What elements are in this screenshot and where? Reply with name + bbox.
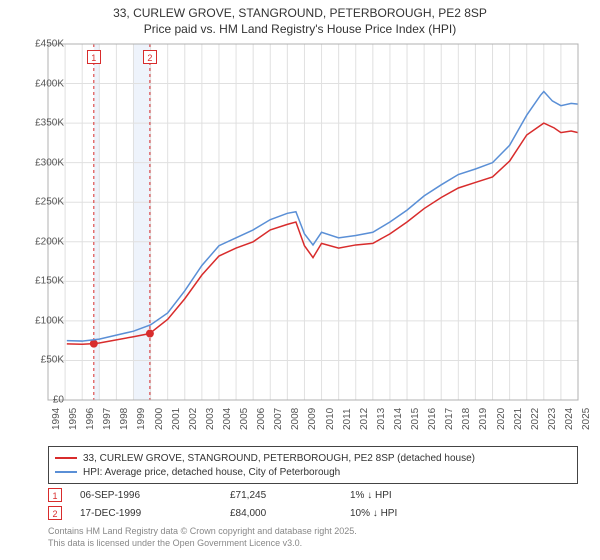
x-tick-label: 2008: [290, 408, 301, 430]
chart-title-line2: Price paid vs. HM Land Registry's House …: [0, 20, 600, 40]
x-tick-label: 2010: [325, 408, 336, 430]
footer-attribution: Contains HM Land Registry data © Crown c…: [48, 526, 578, 549]
sales-delta-2: 10% ↓ HPI: [350, 508, 470, 519]
x-tick-label: 2006: [256, 408, 267, 430]
x-tick-label: 2012: [359, 408, 370, 430]
sale-marker-box-1: 1: [87, 50, 101, 64]
footer-line2: This data is licensed under the Open Gov…: [48, 538, 578, 550]
sales-row-2: 2 17-DEC-1999 £84,000 10% ↓ HPI: [48, 504, 578, 522]
x-tick-label: 1999: [136, 408, 147, 430]
sale-marker-box-2: 2: [143, 50, 157, 64]
x-tick-label: 2021: [513, 408, 524, 430]
y-tick-label: £400K: [4, 78, 64, 89]
y-tick-label: £300K: [4, 157, 64, 168]
y-tick-label: £450K: [4, 39, 64, 50]
y-tick-label: £250K: [4, 197, 64, 208]
x-tick-label: 2004: [222, 408, 233, 430]
x-tick-label: 2020: [496, 408, 507, 430]
sales-date-2: 17-DEC-1999: [80, 508, 230, 519]
y-tick-label: £0: [4, 395, 64, 406]
x-tick-label: 2009: [307, 408, 318, 430]
sales-date-1: 06-SEP-1996: [80, 490, 230, 501]
x-tick-label: 2005: [239, 408, 250, 430]
legend-label-1: 33, CURLEW GROVE, STANGROUND, PETERBOROU…: [83, 453, 475, 464]
sales-marker-2: 2: [48, 506, 62, 520]
legend-swatch-1: [55, 457, 77, 459]
x-tick-label: 1996: [85, 408, 96, 430]
y-tick-label: £50K: [4, 355, 64, 366]
x-tick-label: 2017: [444, 408, 455, 430]
y-tick-label: £200K: [4, 236, 64, 247]
x-tick-label: 2014: [393, 408, 404, 430]
x-tick-label: 2024: [564, 408, 575, 430]
sales-price-2: £84,000: [230, 508, 350, 519]
legend-row-2: HPI: Average price, detached house, City…: [55, 465, 571, 479]
x-tick-label: 1995: [68, 408, 79, 430]
x-tick-label: 2018: [461, 408, 472, 430]
y-tick-label: £350K: [4, 118, 64, 129]
plot-area: [48, 44, 578, 400]
x-tick-label: 2022: [530, 408, 541, 430]
sales-delta-1: 1% ↓ HPI: [350, 490, 470, 501]
x-tick-label: 2003: [205, 408, 216, 430]
legend-label-2: HPI: Average price, detached house, City…: [83, 467, 340, 478]
x-tick-label: 1994: [51, 408, 62, 430]
sales-price-1: £71,245: [230, 490, 350, 501]
legend-row-1: 33, CURLEW GROVE, STANGROUND, PETERBOROU…: [55, 451, 571, 465]
x-tick-label: 2015: [410, 408, 421, 430]
x-tick-label: 2016: [427, 408, 438, 430]
x-tick-label: 2011: [342, 408, 353, 430]
y-tick-label: £100K: [4, 315, 64, 326]
chart-svg: [48, 44, 578, 400]
sales-marker-1: 1: [48, 488, 62, 502]
footer-line1: Contains HM Land Registry data © Crown c…: [48, 526, 578, 538]
x-tick-label: 1998: [119, 408, 130, 430]
x-tick-label: 2023: [547, 408, 558, 430]
x-tick-label: 2000: [154, 408, 165, 430]
x-tick-label: 2001: [171, 408, 182, 430]
legend-box: 33, CURLEW GROVE, STANGROUND, PETERBOROU…: [48, 446, 578, 484]
y-tick-label: £150K: [4, 276, 64, 287]
chart-container: 33, CURLEW GROVE, STANGROUND, PETERBOROU…: [0, 0, 600, 560]
x-tick-label: 1997: [102, 408, 113, 430]
x-tick-label: 2007: [273, 408, 284, 430]
sales-row-1: 1 06-SEP-1996 £71,245 1% ↓ HPI: [48, 486, 578, 504]
chart-title-line1: 33, CURLEW GROVE, STANGROUND, PETERBOROU…: [0, 0, 600, 20]
x-tick-label: 2025: [581, 408, 592, 430]
x-tick-label: 2013: [376, 408, 387, 430]
x-tick-label: 2019: [478, 408, 489, 430]
sales-table: 1 06-SEP-1996 £71,245 1% ↓ HPI 2 17-DEC-…: [48, 486, 578, 522]
x-tick-label: 2002: [188, 408, 199, 430]
legend-swatch-2: [55, 471, 77, 473]
